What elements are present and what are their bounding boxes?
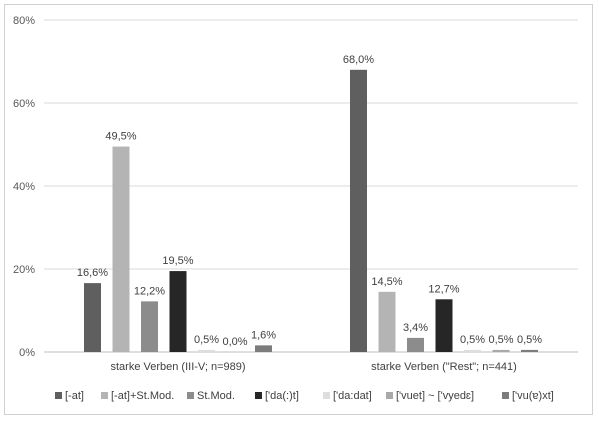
bar-5-group-2 — [464, 349, 481, 352]
legend-item-label: ['vu(ɐ)xt] — [512, 390, 554, 402]
data-label: 0,5% — [194, 334, 219, 346]
legend-swatch — [323, 392, 330, 399]
legend-item-label: [-at] — [65, 390, 84, 402]
data-label: 14,5% — [371, 276, 402, 288]
bar-2-group-2 — [378, 291, 396, 352]
bar-3-group-1 — [141, 301, 158, 352]
category-label: starke Verben (III-V; n=989) — [110, 361, 245, 373]
legend-item-label: ['vuet] ~ ['vyedɛ] — [396, 390, 474, 402]
y-tick-label: 40% — [13, 181, 35, 193]
data-label: 0,5% — [460, 334, 485, 346]
legend-swatch — [187, 392, 194, 399]
data-label: 0,0% — [222, 336, 247, 348]
bar-5-group-1 — [198, 349, 215, 352]
bar-1-group-2 — [350, 69, 367, 353]
data-label: 12,7% — [428, 283, 459, 295]
legend-item-label: St.Mod. — [197, 390, 235, 402]
data-label: 16,6% — [77, 267, 108, 279]
data-label: 68,0% — [343, 54, 374, 66]
data-label: 12,2% — [134, 285, 165, 297]
legend-swatch — [55, 392, 62, 399]
legend-item-label: ['da:dat] — [333, 390, 372, 402]
data-label: 1,6% — [251, 329, 276, 341]
legend-swatch — [502, 392, 509, 399]
y-tick-label: 80% — [13, 15, 35, 27]
y-tick-label: 20% — [13, 264, 35, 276]
bar-3-group-2 — [407, 337, 424, 352]
bar-7-group-1 — [255, 345, 272, 352]
data-label: 0,5% — [488, 334, 513, 346]
bar-4-group-1 — [169, 271, 187, 352]
y-tick-label: 60% — [13, 98, 35, 110]
category-label: starke Verben ("Rest"; n=441) — [371, 361, 517, 373]
bar-7-group-2 — [521, 349, 538, 352]
bar-4-group-2 — [435, 299, 453, 352]
chart-frame — [4, 4, 593, 415]
legend-swatch — [255, 392, 262, 399]
y-tick-label: 0% — [19, 347, 35, 359]
bar-1-group-1 — [84, 283, 101, 352]
data-label: 19,5% — [162, 255, 193, 267]
bar-6-group-2 — [492, 349, 510, 352]
legend-swatch — [101, 392, 108, 399]
data-label: 3,4% — [403, 322, 428, 334]
legend-item-label: ['da(:)t] — [265, 390, 299, 402]
data-label: 49,5% — [105, 131, 136, 143]
data-label: 0,5% — [517, 334, 542, 346]
legend-item-label: [-at]+St.Mod. — [111, 390, 174, 402]
legend-swatch — [386, 392, 393, 399]
bar-2-group-1 — [112, 146, 130, 352]
